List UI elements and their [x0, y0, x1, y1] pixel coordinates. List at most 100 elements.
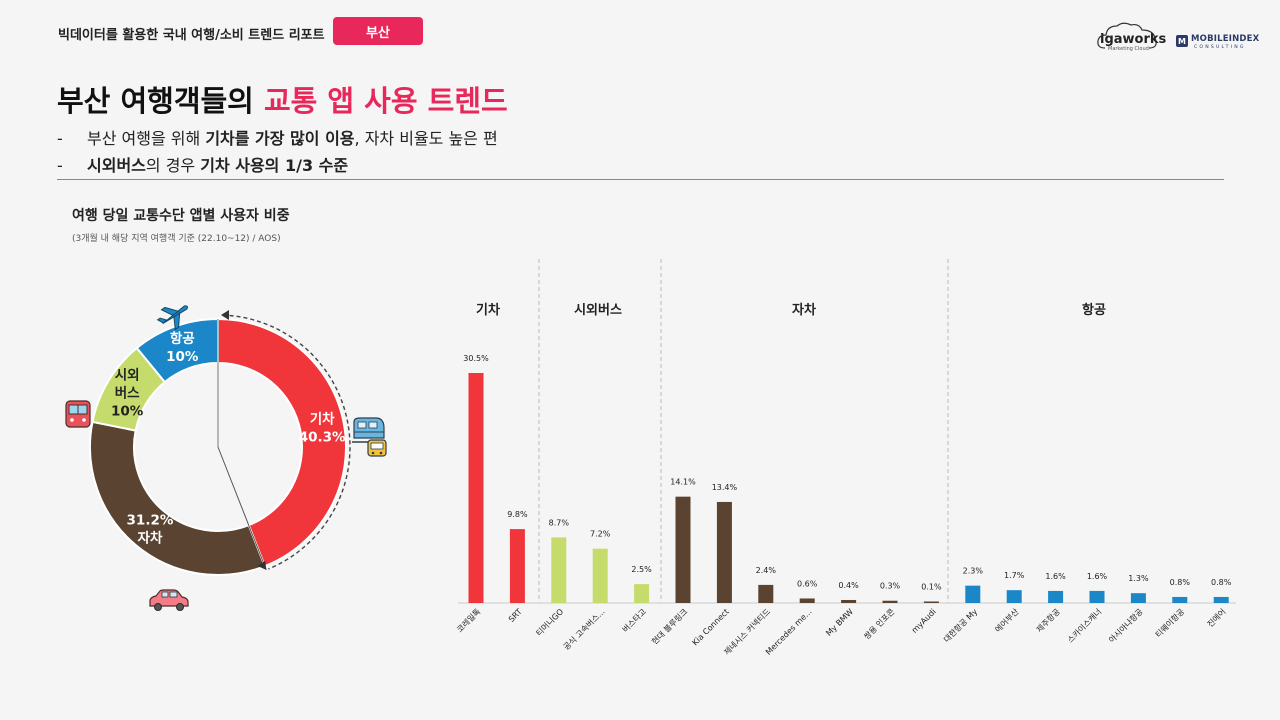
bar-category-label: 티머니GO	[534, 606, 566, 638]
group-title: 자차	[792, 302, 816, 318]
bar-value-label: 8.7%	[549, 518, 570, 527]
bar-category-label: 진에어	[1205, 606, 1228, 629]
bar	[799, 598, 815, 603]
bar-category-label: 현대 블루링크	[649, 606, 689, 646]
donut-label: 버스	[115, 384, 140, 401]
bar	[716, 501, 732, 603]
bar-chart: 기차 시외버스 자차 항공 30.5% 코레일톡 9.8% SRT 8.7% 티머니GO 7.2% 공…	[455, 259, 1236, 657]
donut-label: 10%	[111, 403, 144, 419]
bar-category-label: Mercedes me...	[764, 607, 814, 657]
bar	[468, 373, 484, 603]
bar-value-label: 14.1%	[670, 478, 696, 487]
bar	[758, 584, 774, 603]
bar-value-label: 0.8%	[1211, 578, 1232, 587]
bar-category-label: myAudi	[910, 607, 938, 635]
bar	[1006, 590, 1022, 603]
bar-category-label: 버스타고	[620, 606, 648, 634]
bullet-dash: -	[57, 156, 63, 175]
donut-divider-line	[217, 446, 267, 571]
mobileindex-logo-subtext: CONSULTING	[1194, 45, 1246, 50]
donut-label: 10%	[166, 349, 199, 365]
bar-category-label: 쌍용 인포콘	[862, 606, 897, 641]
bar-value-label: 13.4%	[712, 483, 738, 492]
bar	[675, 496, 691, 603]
donut-slice-car	[89, 420, 267, 576]
bullet-2: - 시외버스의 경우 기차 사용의 1/3 수준	[57, 152, 348, 176]
igaworks-logo-subtext: Marketing Cloud	[1108, 46, 1149, 52]
bullet-bold: 시외버스	[87, 156, 146, 175]
bar	[1172, 596, 1188, 603]
bullet-bold: 기차 사용의 1/3 수준	[200, 156, 349, 175]
bullet-dash: -	[57, 129, 63, 148]
bar	[1089, 590, 1105, 603]
bar-category-label: 대한항공 My	[942, 607, 979, 644]
bar-value-label: 0.8%	[1170, 578, 1191, 587]
bar-value-label: 30.5%	[463, 354, 489, 363]
bullet-text: , 자차 비율도 높은 편	[354, 129, 498, 148]
bar-value-label: 1.3%	[1128, 574, 1149, 583]
section-divider	[57, 179, 1224, 180]
headline-part: 부산 여행객들의	[57, 84, 264, 118]
bar-value-label: 0.4%	[838, 581, 859, 590]
donut-chart: 기차 40.3% 31.2% 자차 시외버스 10% 항공 10%	[89, 310, 351, 576]
mobileindex-logo-text: MOBILEINDEX	[1191, 34, 1260, 44]
bar-value-label: 2.4%	[756, 566, 777, 575]
bar	[923, 601, 939, 603]
chart-title: 여행 당일 교통수단 앱별 사용자 비중	[72, 208, 290, 224]
arc-arrow-head	[257, 560, 267, 570]
bar-value-label: 1.7%	[1004, 571, 1025, 580]
bar-category-label: 공식 고속버스...	[561, 606, 606, 651]
bar	[1048, 590, 1064, 603]
bullet-bold: 기차를 가장 많이 이용	[205, 129, 355, 148]
bar-category-label: 티웨이항공	[1153, 606, 1186, 639]
page-headline: 부산 여행객들의 교통 앱 사용 트렌드	[57, 78, 508, 120]
arc-arrow-head	[221, 310, 229, 320]
bar	[1130, 593, 1146, 603]
bar	[882, 600, 898, 603]
train-share-arc	[222, 314, 351, 570]
chart-icons	[65, 305, 387, 611]
bus-icon	[65, 400, 91, 428]
donut-label: 40.3%	[299, 429, 346, 445]
airplane-icon	[156, 305, 188, 331]
bar-value-label: 0.6%	[797, 579, 818, 588]
bar-value-label: 7.2%	[590, 530, 611, 539]
bar	[634, 584, 650, 603]
report-title: 빅데이터를 활용한 국내 여행/소비 트렌드 리포트	[58, 28, 325, 43]
bar	[1213, 596, 1229, 603]
bar-category-label: 코레일톡	[455, 607, 482, 634]
bar	[965, 585, 981, 603]
bar-value-label: 2.3%	[963, 567, 984, 576]
headline-highlight: 교통 앱 사용 트렌드	[263, 84, 508, 118]
group-title: 시외버스	[574, 302, 622, 318]
bar-value-label: 9.8%	[507, 510, 528, 519]
bar	[592, 548, 608, 603]
donut-label: 기차	[310, 411, 335, 427]
chart-subtitle: (3개월 내 해당 지역 여행객 기준 (22.10~12) / AOS)	[72, 234, 281, 244]
donut-label: 자차	[138, 530, 163, 546]
city-badge: 부산	[333, 17, 423, 45]
group-title: 기차	[476, 302, 500, 318]
donut-label: 시외	[115, 366, 140, 383]
bar-category-label: SRT	[507, 607, 524, 624]
bullet-text: 의 경우	[145, 156, 201, 175]
bullet-1: - 부산 여행을 위해 기차를 가장 많이 이용, 자차 비율도 높은 편	[57, 125, 498, 149]
car-icon	[149, 589, 189, 611]
bar	[509, 529, 525, 603]
mobileindex-logo-mark: M	[1176, 35, 1188, 47]
bar	[841, 599, 857, 603]
bar-category-label: Kia Connect	[691, 607, 731, 647]
donut-label: 항공	[170, 330, 195, 347]
bar-value-label: 0.3%	[880, 582, 901, 591]
bullet-text: 부산 여행을 위해	[87, 129, 206, 148]
bar-value-label: 2.5%	[631, 565, 652, 574]
bar-value-label: 1.6%	[1045, 572, 1066, 581]
bar-value-label: 0.1%	[921, 583, 942, 592]
bar	[551, 537, 567, 603]
igaworks-logo-text: igaworks	[1100, 32, 1167, 47]
donut-label: 31.2%	[127, 512, 174, 528]
bar-category-label: 에어부산	[993, 606, 1021, 634]
group-title: 항공	[1082, 302, 1106, 318]
train-icon	[352, 417, 387, 457]
